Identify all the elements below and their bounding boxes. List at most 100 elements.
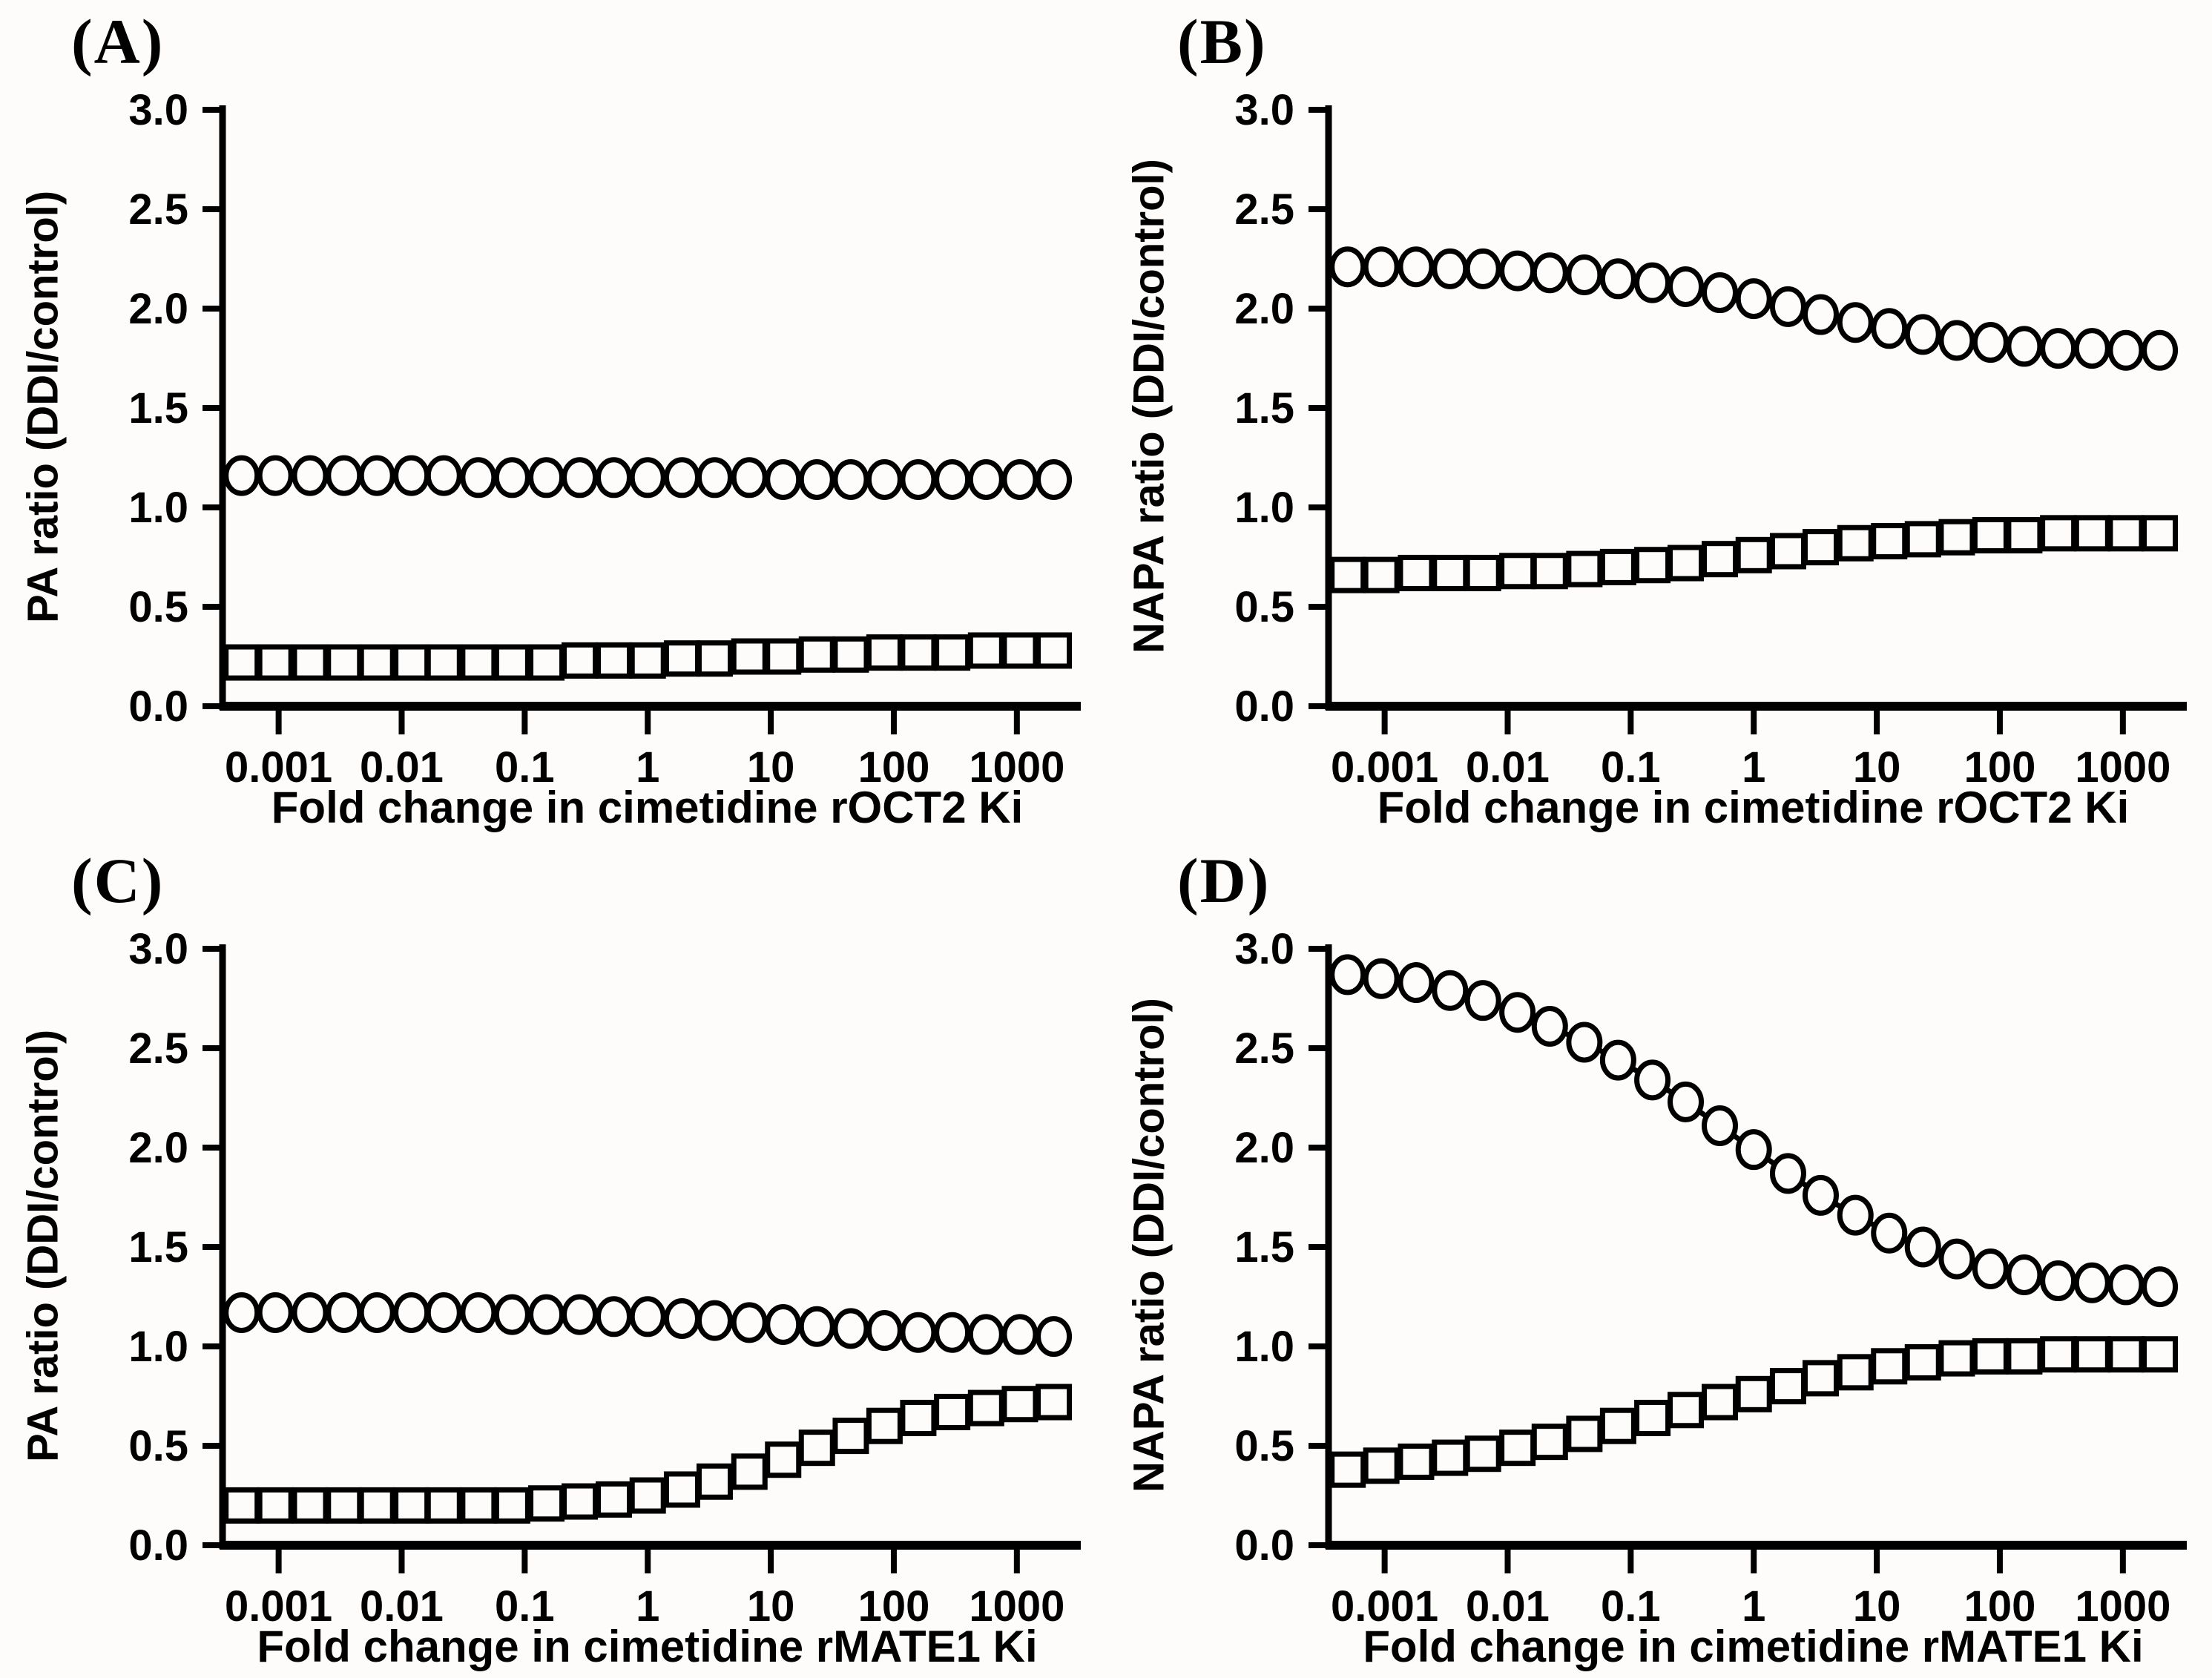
square-marker	[1701, 1383, 1738, 1421]
panel-label-A: (A)	[71, 6, 165, 77]
square-marker	[1566, 550, 1603, 588]
circle-marker	[1634, 1059, 1671, 1101]
x-tick-label: 1	[1742, 743, 1765, 792]
square-marker	[460, 1487, 497, 1524]
y-tick-label: 1.0	[1234, 1323, 1294, 1371]
circle-marker	[1036, 1316, 1073, 1358]
square-marker	[1837, 524, 1874, 562]
chart-C: 0.0 0.5 1.0 1.5 2.0 2.5 3.0 0.001 0.01 0.1 1 10 100 1…	[128, 925, 1081, 1631]
square-marker	[1363, 556, 1400, 593]
square-marker	[1531, 1424, 1568, 1461]
circle-marker	[595, 1296, 632, 1338]
circle-marker	[1871, 308, 1908, 349]
circle-marker	[1634, 262, 1671, 303]
circle-marker	[2040, 1260, 2077, 1302]
circle-marker	[798, 458, 835, 500]
circle-marker	[1938, 320, 1975, 361]
circle-marker	[1398, 246, 1435, 288]
x-tick-label: 1	[636, 1582, 659, 1631]
circle-marker	[1531, 1006, 1568, 1047]
circle-marker	[2073, 1262, 2110, 1303]
square-marker	[1769, 533, 1806, 570]
circle-marker	[1735, 1129, 1772, 1171]
square-marker	[866, 1407, 903, 1444]
square-marker	[967, 1389, 1004, 1427]
circle-marker	[1972, 1248, 2009, 1289]
square-marker	[1329, 556, 1366, 593]
square-marker	[2107, 515, 2144, 552]
circle-marker	[1398, 962, 1435, 1004]
square-marker	[1599, 1407, 1636, 1444]
square-marker	[1036, 1383, 1073, 1421]
x-tick-label: 0.1	[495, 743, 555, 792]
circle-marker	[1904, 1226, 1941, 1268]
square-marker	[1566, 1415, 1603, 1452]
x-tick-label: 0.01	[1466, 743, 1550, 792]
square-marker	[1499, 553, 1536, 590]
x-tick-label: 0.1	[1601, 743, 1661, 792]
circle-marker	[2040, 328, 2077, 369]
x-tick-label: 0.01	[360, 1582, 444, 1631]
y-tick-label: 2.5	[128, 1024, 188, 1073]
circle-marker	[663, 457, 700, 499]
y-tick-label: 0.5	[128, 583, 188, 631]
circle-marker	[1432, 248, 1469, 289]
square-marker	[2073, 515, 2110, 552]
square-marker	[1904, 521, 1941, 558]
circle-marker	[1769, 1153, 1806, 1194]
y-tick-label: 1.0	[1234, 484, 1294, 532]
square-marker	[1363, 1447, 1400, 1484]
y-tick-label: 2.0	[128, 285, 188, 333]
square-marker	[2040, 515, 2077, 552]
square-marker	[1871, 1348, 1908, 1385]
circle-marker	[326, 455, 363, 496]
square-marker	[2142, 515, 2179, 552]
square-marker	[1938, 1340, 1975, 1377]
y-tick-label: 0.0	[1234, 682, 1294, 731]
chart-D: 0.0 0.5 1.0 1.5 2.0 2.5 3.0 0.001 0.01 0.1 1 10 100 1…	[1234, 925, 2187, 1631]
y-tick-label: 2.0	[1234, 1124, 1294, 1172]
y-tick-label: 2.5	[1234, 1024, 1294, 1073]
square-marker	[798, 636, 835, 673]
circle-marker	[1701, 272, 1738, 314]
y-tick-label: 1.5	[1234, 384, 1294, 432]
square-marker	[460, 644, 497, 681]
y-tick-label: 1.0	[128, 484, 188, 532]
chart-B: 0.0 0.5 1.0 1.5 2.0 2.5 3.0 0.001 0.01 0.1 1 10 100 1…	[1234, 86, 2187, 792]
y-tick-label: 2.0	[128, 1124, 188, 1172]
x-tick-label: 0.001	[1331, 743, 1438, 792]
series-square	[1329, 1336, 2179, 1488]
square-marker	[1802, 1360, 1839, 1397]
circle-marker	[2073, 328, 2110, 369]
square-marker	[1972, 517, 2009, 554]
square-marker	[696, 640, 733, 677]
circle-marker	[1802, 294, 1839, 335]
circle-marker	[2107, 329, 2144, 371]
circle-marker	[832, 458, 869, 500]
square-marker	[1001, 1386, 1038, 1423]
series-circle	[223, 455, 1073, 500]
square-marker	[1329, 1451, 1366, 1488]
square-marker	[1938, 519, 1975, 556]
x-tick-label: 100	[858, 743, 930, 792]
x-tick-label: 0.001	[225, 743, 332, 792]
square-marker	[798, 1429, 835, 1467]
square-marker	[528, 644, 565, 681]
square-marker	[425, 1487, 462, 1524]
circle-marker	[2006, 1254, 2043, 1296]
square-marker	[1464, 554, 1501, 591]
y-tick-label: 2.5	[1234, 185, 1294, 234]
circle-marker	[562, 1294, 599, 1335]
circle-marker	[696, 457, 733, 499]
square-marker	[1972, 1338, 2009, 1375]
square-marker	[223, 644, 260, 681]
circle-marker	[1599, 1039, 1636, 1081]
x-tick-label: 1	[636, 743, 659, 792]
circle-marker	[967, 1314, 1004, 1355]
circle-marker	[798, 1306, 835, 1347]
series-square	[223, 1383, 1073, 1524]
y-tick-label: 3.0	[1234, 86, 1294, 134]
y-tick-label: 2.5	[128, 185, 188, 234]
series-circle	[1329, 954, 2179, 1308]
